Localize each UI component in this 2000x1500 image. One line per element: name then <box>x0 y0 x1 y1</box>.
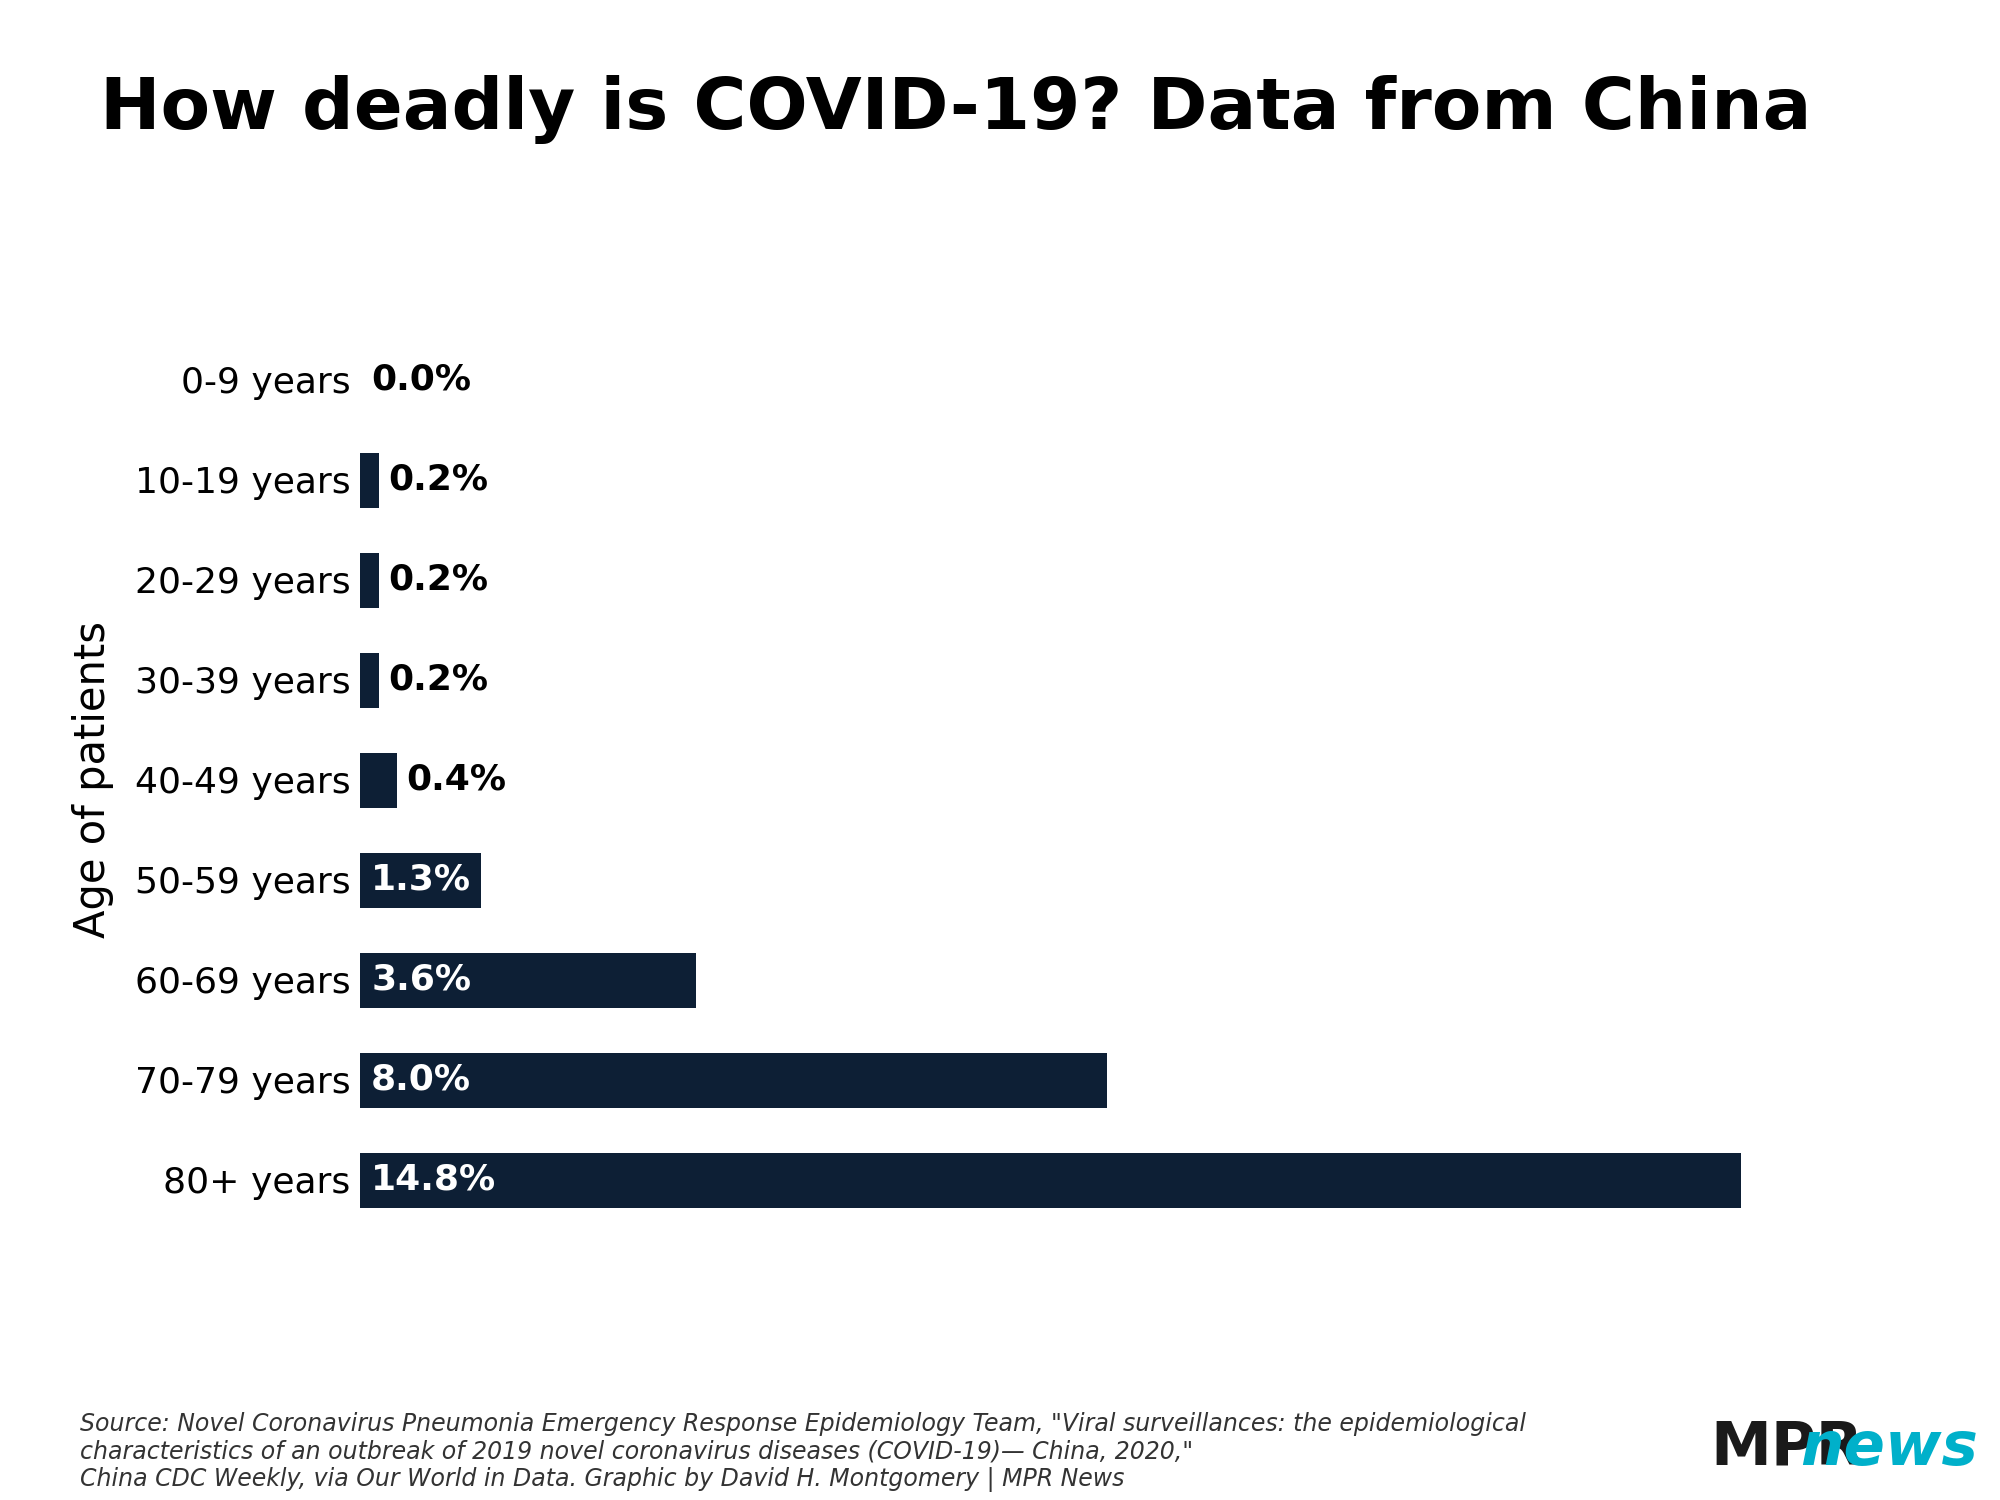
Text: news: news <box>1800 1419 1978 1478</box>
Bar <box>360 1152 1742 1208</box>
Text: 0.2%: 0.2% <box>388 663 488 698</box>
Text: 0.0%: 0.0% <box>372 363 472 398</box>
Text: MPR: MPR <box>1710 1419 1862 1478</box>
Text: 0.2%: 0.2% <box>388 464 488 496</box>
Bar <box>360 552 378 608</box>
Text: 0.4%: 0.4% <box>406 764 506 796</box>
Text: 14.8%: 14.8% <box>372 1162 496 1197</box>
Text: 0.2%: 0.2% <box>388 562 488 597</box>
Text: 8.0%: 8.0% <box>372 1064 472 1096</box>
Y-axis label: Age of patients: Age of patients <box>72 621 114 939</box>
Bar <box>360 652 378 708</box>
Bar <box>360 1053 1106 1107</box>
Bar <box>360 952 696 1008</box>
Text: How deadly is COVID-19? Data from China: How deadly is COVID-19? Data from China <box>100 75 1812 144</box>
Bar <box>360 753 398 807</box>
Bar <box>360 453 378 507</box>
Text: 1.3%: 1.3% <box>372 862 472 897</box>
Text: 3.6%: 3.6% <box>372 963 472 998</box>
Bar <box>360 852 482 907</box>
Text: Source: Novel Coronavirus Pneumonia Emergency Response Epidemiology Team, "Viral: Source: Novel Coronavirus Pneumonia Emer… <box>80 1412 1526 1492</box>
